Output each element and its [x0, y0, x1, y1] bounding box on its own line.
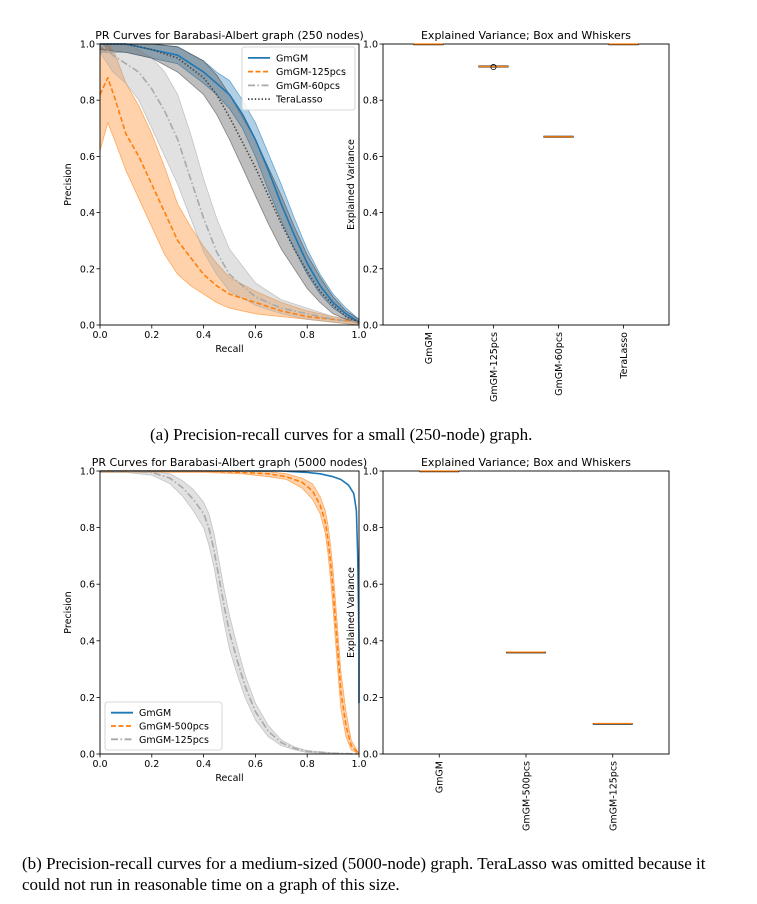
y-tick-label: 0.2: [363, 264, 378, 275]
x-tick-label: 0.0: [92, 330, 107, 341]
axes-frame: [382, 43, 670, 326]
y-tick-label: 0.4: [80, 208, 95, 219]
x-tick-label: GmGM-60pcs: [554, 332, 565, 396]
y-tick-label: 0.4: [363, 208, 378, 219]
y-axis-label: Explained Variance: [346, 139, 357, 230]
legend-label-GmGM-60pcs: GmGM-60pcs: [276, 81, 340, 92]
x-tick-label: 1.0: [351, 330, 366, 341]
y-tick-label: 0.0: [363, 750, 378, 761]
x-tick-label: 0.4: [196, 330, 211, 341]
y-tick-label: 0.4: [80, 636, 95, 647]
x-axis-label: Recall: [215, 773, 243, 784]
axes-frame: [382, 470, 670, 755]
caption-a: (a) Precision-recall curves for a small …: [150, 425, 533, 444]
legend-label-GmGM: GmGM: [276, 53, 308, 64]
y-tick-label: 0.2: [363, 693, 378, 704]
x-tick-label: 0.8: [300, 759, 315, 770]
y-tick-label: 0.8: [80, 96, 95, 107]
legend-label-GmGM-500pcs: GmGM-500pcs: [139, 722, 209, 733]
y-tick-label: 0.8: [363, 523, 378, 534]
series-line-GmGM-500pcs: [100, 470, 360, 755]
band-GmGM-500pcs: [99, 470, 361, 755]
x-tick-label: 0.6: [248, 330, 263, 341]
y-tick-label: 0.0: [363, 321, 378, 332]
y-tick-label: 1.0: [80, 40, 95, 51]
caption-b: (b) Precision-recall curves for a medium…: [22, 854, 706, 894]
y-tick-label: 0.8: [80, 523, 95, 534]
legend-label-GmGM: GmGM: [139, 708, 171, 719]
y-tick-label: 0.0: [80, 750, 95, 761]
x-tick-label: 0.6: [248, 759, 263, 770]
x-tick-label: GmGM-500pcs: [522, 761, 533, 831]
y-tick-label: 0.2: [80, 693, 95, 704]
x-tick-label: 0.0: [92, 759, 107, 770]
legend-box: [104, 701, 223, 751]
y-tick-label: 0.4: [363, 636, 378, 647]
y-axis-label: Explained Variance: [346, 567, 357, 658]
chart-pr5000: 0.0 0.2 0.4 0.6 0.8 1.00.00.20.40.60.81.0PR C…: [63, 456, 367, 784]
legend-box: [241, 46, 356, 111]
x-tick-label: 0.4: [196, 759, 211, 770]
legend-label-GmGM-125pcs: GmGM-125pcs: [276, 67, 346, 78]
x-tick-label: TeraLasso: [619, 332, 630, 380]
chart-title: PR Curves for Barabasi-Albert graph (500…: [92, 456, 367, 469]
y-tick-label: 1.0: [363, 40, 378, 51]
x-tick-label: GmGM: [424, 332, 435, 364]
y-tick-label: 0.8: [363, 96, 378, 107]
series-line-GmGM: [100, 43, 360, 323]
x-tick-label: GmGM-125pcs: [608, 761, 619, 831]
axes-frame: [99, 470, 360, 755]
y-tick-label: 0.6: [80, 152, 95, 163]
x-tick-label: 1.0: [351, 759, 366, 770]
axes-frame: [99, 43, 360, 326]
y-tick-label: 1.0: [80, 467, 95, 478]
y-axis-label: Precision: [63, 591, 74, 633]
x-tick-label: GmGM: [435, 761, 446, 793]
y-tick-label: 0.0: [80, 321, 95, 332]
y-tick-label: 0.6: [363, 580, 378, 591]
legend-label-GmGM-125pcs: GmGM-125pcs: [139, 735, 209, 746]
box-outlier: [490, 64, 497, 71]
y-tick-label: 0.2: [80, 264, 95, 275]
chart-box250: GmGM GmGM-125pcs GmGM-60pcs TeraLasso 0.0 0.2…: [346, 29, 670, 402]
y-tick-label: 1.0: [363, 467, 378, 478]
chart-title: PR Curves for Barabasi-Albert graph (250…: [95, 29, 363, 42]
x-tick-label: GmGM-125pcs: [489, 332, 500, 402]
x-tick-label: 0.2: [144, 330, 159, 341]
legend-label-TeraLasso: TeraLasso: [275, 95, 323, 106]
x-axis-label: Recall: [215, 344, 243, 355]
chart-box5000: GmGM GmGM-500pcs GmGM-125pcs 0.0 0.2 0.4 0.6 0.…: [346, 456, 670, 831]
y-axis-label: Precision: [63, 163, 74, 205]
x-tick-label: 0.8: [300, 330, 315, 341]
chart-pr250: 0.0 0.2 0.4 0.6 0.8 1.00.00.20.40.60.81.0PR C…: [63, 29, 367, 355]
y-tick-label: 0.6: [80, 580, 95, 591]
x-tick-label: 0.2: [144, 759, 159, 770]
series-line-GmGM-125pcs: [99, 76, 360, 323]
y-tick-label: 0.6: [363, 152, 378, 163]
chart-title: Explained Variance; Box and Whiskers: [421, 29, 631, 42]
chart-title: Explained Variance; Box and Whiskers: [421, 456, 631, 469]
